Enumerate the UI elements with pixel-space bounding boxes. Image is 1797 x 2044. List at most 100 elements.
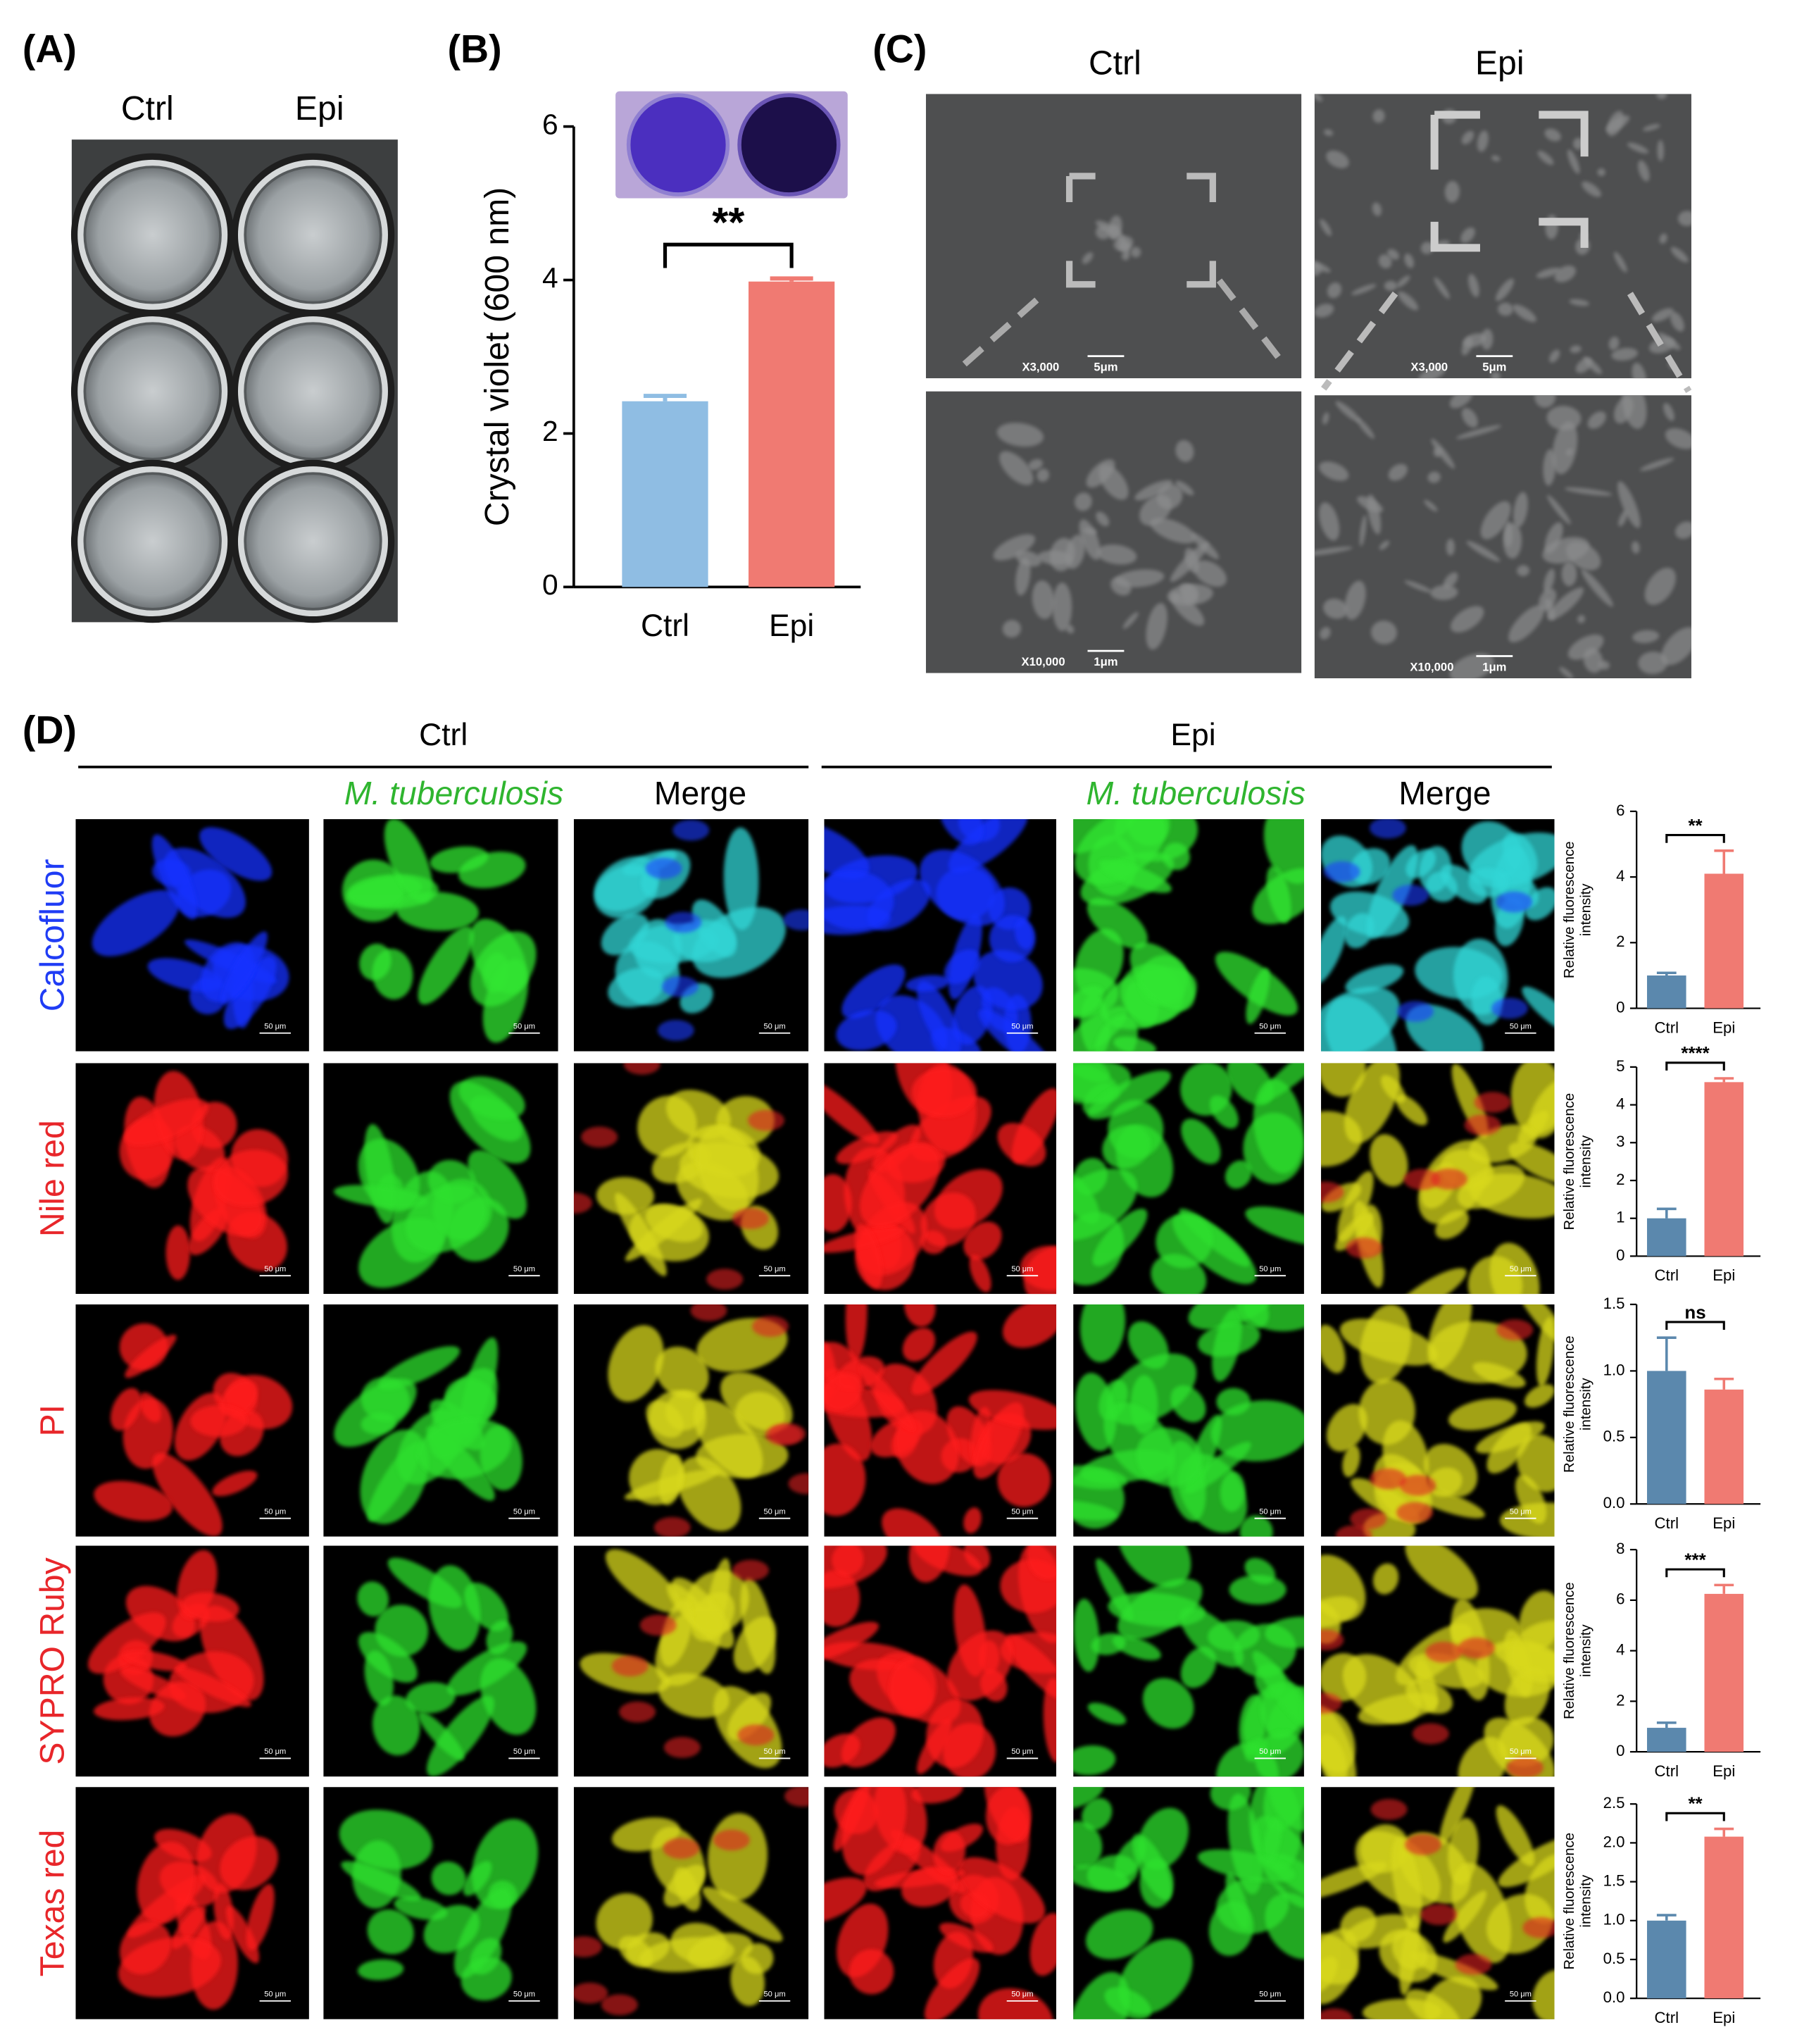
sem-feature — [1170, 542, 1209, 582]
sem-feature — [1575, 358, 1593, 373]
sem-feature — [1356, 418, 1375, 439]
signal — [1073, 1787, 1104, 1809]
signal-overlap — [783, 909, 809, 930]
bar — [1647, 1728, 1686, 1752]
signal — [1321, 1324, 1346, 1373]
signal-overlap — [663, 1838, 700, 1859]
signal — [920, 849, 1005, 926]
signal — [458, 852, 526, 889]
sem-feature — [1446, 538, 1455, 556]
confocal-image — [824, 1545, 1057, 1777]
confocal-image — [1321, 1545, 1555, 1777]
sem-feature — [1539, 588, 1557, 611]
confocal-image — [323, 1063, 558, 1295]
panel-label: (A) — [23, 27, 77, 71]
signal-overlap — [639, 1614, 677, 1636]
sem-feature — [1542, 537, 1590, 564]
zoom-guide — [1321, 291, 1692, 393]
signal — [470, 931, 537, 1007]
sem-feature — [1175, 480, 1194, 496]
sem-feature — [1549, 349, 1560, 363]
significance-bracket — [1665, 1568, 1725, 1578]
signal-overlap — [672, 819, 710, 841]
signal — [454, 1888, 512, 1978]
sem-feature — [1418, 366, 1446, 379]
sem-feature — [1037, 550, 1072, 566]
signal — [1229, 1575, 1286, 1604]
sem-feature — [1371, 621, 1397, 644]
signal — [486, 1620, 513, 1654]
magnification: X10,000 — [1022, 655, 1065, 668]
significance-label: ns — [1684, 1303, 1705, 1323]
signal — [658, 1454, 684, 1505]
sem-feature — [1460, 227, 1475, 244]
y-axis-label: Relative fluorescence — [1562, 1582, 1577, 1719]
signal-overlap — [784, 1787, 809, 1807]
y-axis-label: intensity — [1579, 883, 1594, 937]
y-tick-label: 4 — [1616, 1095, 1624, 1112]
scale-bar-label: 50 μm — [764, 1022, 786, 1030]
sem-feature — [1466, 540, 1501, 562]
signal — [1321, 1111, 1363, 1167]
significance-bracket — [1665, 1812, 1725, 1821]
sem-feature — [1314, 547, 1353, 556]
y-tick-label: 0.5 — [1603, 1428, 1625, 1445]
signal — [1209, 1901, 1254, 1956]
sem-feature — [1468, 273, 1479, 297]
error-bar — [1714, 1827, 1734, 1837]
confocal-image — [824, 819, 1057, 1052]
error-bar — [1714, 1583, 1734, 1594]
sem-feature — [1517, 565, 1530, 577]
scale-bar-label: 50 μm — [764, 1747, 786, 1756]
signal — [151, 834, 198, 920]
error-bar — [1714, 849, 1734, 874]
y-tick-label: 1.0 — [1603, 1911, 1625, 1928]
channel-label: Merge — [1398, 775, 1491, 811]
sem-feature — [1002, 620, 1022, 638]
sem-feature — [1477, 130, 1489, 152]
stain-label: Nile red — [34, 1120, 72, 1237]
confocal-image — [573, 819, 809, 1052]
signal — [663, 1864, 706, 1907]
scale-bar-label: 50 μm — [513, 1265, 535, 1273]
signal — [1073, 1745, 1116, 1776]
sem-feature — [1387, 249, 1400, 260]
signal — [1091, 1633, 1126, 1655]
signal — [92, 890, 180, 956]
sem-feature — [1498, 302, 1513, 316]
signal-overlap — [619, 1701, 656, 1723]
signal — [1509, 1620, 1555, 1683]
signal — [608, 1325, 664, 1402]
scale-bar-label: 50 μm — [764, 1507, 786, 1516]
scale-bar-label: 50 μm — [264, 1507, 286, 1516]
signal — [1391, 1931, 1428, 1970]
signal — [596, 1177, 655, 1215]
signal-overlap — [1370, 1799, 1408, 1820]
signal-overlap — [1370, 819, 1406, 839]
signal — [406, 1682, 456, 1714]
sem-feature — [1461, 130, 1474, 144]
significance-label: ** — [1688, 1795, 1703, 1814]
signal-overlap — [1496, 891, 1533, 913]
signal — [1366, 845, 1418, 940]
sem-feature — [1632, 541, 1640, 554]
signal-overlap — [1346, 1237, 1383, 1259]
signal — [199, 827, 273, 881]
signal — [1321, 1928, 1359, 2005]
sem-feature — [1651, 308, 1674, 322]
significance-bracket — [663, 242, 794, 268]
panel-label: (D) — [23, 708, 77, 752]
signal — [1002, 1304, 1057, 1348]
bar — [622, 401, 708, 587]
signal — [396, 892, 479, 931]
signal — [1267, 1787, 1304, 1831]
confocal-image — [1321, 819, 1555, 1052]
sem-feature — [1552, 421, 1578, 475]
signal — [463, 1861, 492, 1896]
signal — [190, 1404, 248, 1437]
signal-overlap — [1425, 1641, 1463, 1663]
signal — [824, 1078, 879, 1145]
signal — [1344, 913, 1375, 949]
confocal-image — [1073, 1787, 1304, 2019]
signal — [357, 1959, 404, 1981]
